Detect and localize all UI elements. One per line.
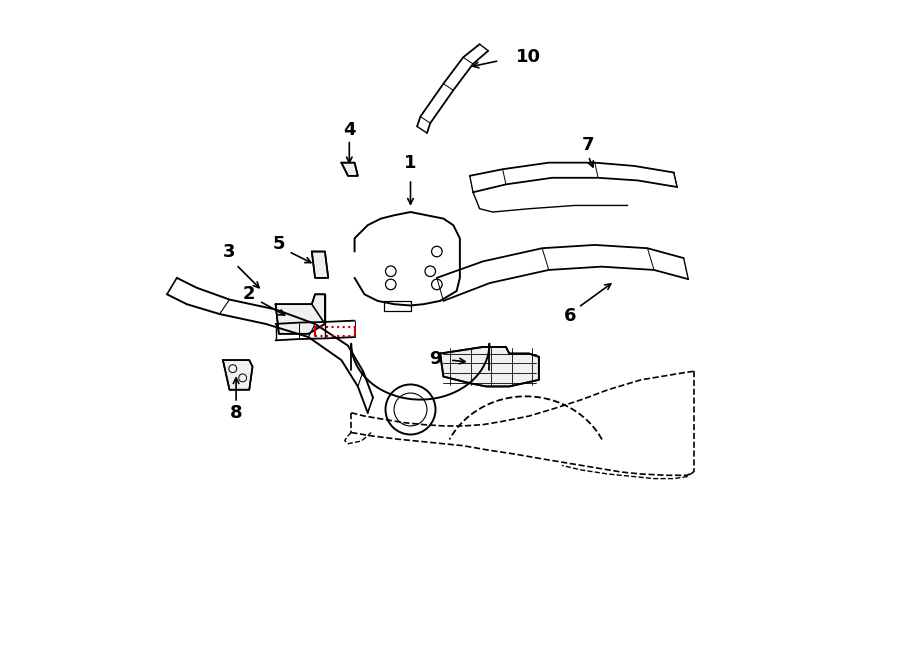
- Text: 8: 8: [230, 404, 242, 422]
- Text: 5: 5: [273, 235, 285, 253]
- Text: 6: 6: [563, 307, 576, 325]
- Polygon shape: [440, 347, 539, 387]
- Polygon shape: [275, 294, 325, 334]
- Text: 3: 3: [223, 243, 236, 260]
- Text: 9: 9: [429, 350, 442, 368]
- Polygon shape: [223, 360, 253, 390]
- Polygon shape: [341, 163, 358, 176]
- Text: 7: 7: [582, 136, 595, 154]
- Text: 4: 4: [343, 121, 356, 139]
- Text: 2: 2: [243, 286, 256, 303]
- Text: 10: 10: [516, 48, 541, 66]
- Text: 1: 1: [404, 153, 417, 172]
- Polygon shape: [311, 252, 328, 278]
